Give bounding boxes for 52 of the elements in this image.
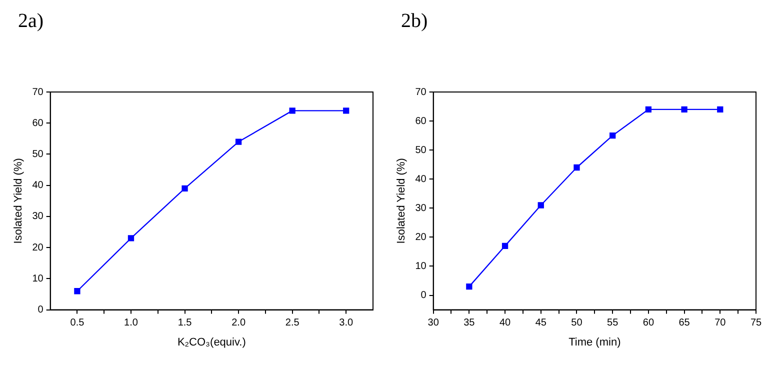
x-tick-label: 2.0 (232, 318, 246, 329)
chart-title: 2b) (401, 10, 428, 33)
x-tick-label: 45 (535, 318, 547, 329)
x-axis-title: Time (min) (568, 336, 621, 348)
x-tick-label: 3.0 (339, 318, 354, 329)
y-axis-title: Isolated Yield (%) (12, 158, 25, 244)
point (502, 242, 508, 249)
point (681, 106, 688, 112)
x-tick-label: 1.5 (178, 318, 192, 329)
x-tick-label: 1.0 (124, 318, 138, 329)
x-tick-label: 55 (607, 318, 619, 329)
x-tick-label: 60 (642, 318, 654, 329)
y-tick-label: 20 (32, 242, 44, 254)
y-tick-label: 70 (32, 86, 44, 98)
x-tick-label: 0.5 (70, 318, 85, 329)
y-tick-label: 0 (38, 304, 44, 316)
y-tick-label: 50 (32, 148, 44, 160)
x-tick-label: 65 (678, 318, 690, 329)
y-tick-label: 0 (420, 290, 427, 302)
point (128, 235, 134, 242)
y-tick-label: 30 (32, 211, 44, 222)
point (343, 108, 350, 114)
x-tick-label: 50 (571, 318, 583, 329)
y-tick-label: 30 (415, 202, 427, 214)
point (645, 106, 652, 112)
x-tick-label: 75 (750, 318, 762, 329)
y-axis-title: Isolated Yield (%) (396, 158, 408, 244)
y-tick-label: 50 (415, 144, 427, 156)
y-tick-label: 70 (415, 86, 427, 98)
point (610, 132, 616, 139)
point (466, 283, 472, 290)
point (235, 138, 242, 145)
chart-title: 2a) (18, 10, 44, 33)
x-tick-label: 40 (499, 318, 512, 329)
y-tick-label: 60 (32, 118, 44, 129)
x-tick-label: 2.5 (285, 318, 300, 329)
y-tick-label: 20 (415, 232, 427, 243)
x-tick-label: 70 (714, 318, 726, 329)
point (717, 106, 724, 112)
y-tick-label: 10 (415, 260, 427, 272)
y-tick-label: 40 (32, 180, 44, 192)
x-tick-label: 35 (464, 318, 476, 329)
point (538, 202, 544, 208)
y-tick-label: 60 (415, 116, 427, 127)
y-tick-label: 10 (32, 273, 44, 284)
point (74, 288, 80, 294)
y-tick-label: 40 (415, 174, 427, 185)
x-axis-title: K₂CO₃(equiv.) (177, 336, 246, 348)
point (574, 164, 580, 171)
point (289, 108, 296, 114)
x-tick-label: 30 (428, 318, 440, 329)
point (182, 185, 188, 192)
